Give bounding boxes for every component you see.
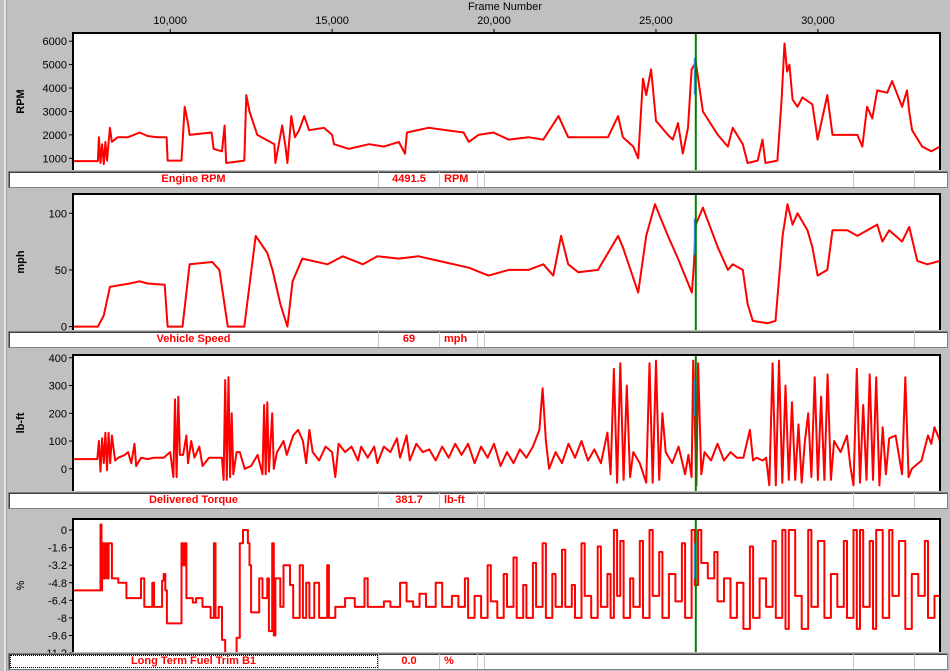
plot-border bbox=[72, 354, 941, 491]
legend-cell bbox=[915, 493, 947, 508]
legend-value: 0.0 bbox=[379, 654, 440, 669]
legend-cell bbox=[915, 332, 947, 347]
y-axis-label: lb-ft bbox=[15, 412, 27, 433]
legend-fuel-trim[interactable]: Long Term Fuel Trim B1 0.0 % bbox=[8, 653, 948, 670]
legend-unit: % bbox=[440, 654, 478, 669]
legend-cell bbox=[478, 493, 485, 508]
legend-unit: RPM bbox=[440, 172, 478, 187]
x-tick-label: 10,000 bbox=[153, 15, 187, 27]
legend-cell bbox=[854, 493, 915, 508]
y-tick-label: -8 bbox=[57, 613, 67, 625]
legend-cell bbox=[478, 654, 485, 669]
y-tick-label: 100 bbox=[49, 436, 67, 448]
legend-vehicle-speed[interactable]: Vehicle Speed 69 mph bbox=[8, 331, 948, 348]
legend-unit: lb-ft bbox=[440, 493, 478, 508]
y-tick-label: 2000 bbox=[43, 130, 67, 142]
y-tick-label: 200 bbox=[49, 408, 67, 420]
legend-value: 4491.5 bbox=[379, 172, 440, 187]
y-axis-label: % bbox=[15, 580, 27, 590]
legend-cell bbox=[478, 332, 485, 347]
legend-engine-rpm[interactable]: Engine RPM 4491.5 RPM bbox=[8, 171, 948, 188]
x-tick-label: 20,000 bbox=[477, 15, 511, 27]
y-tick-label: 6000 bbox=[43, 36, 67, 48]
y-tick-label: -9.6 bbox=[48, 631, 67, 643]
y-tick-label: 4000 bbox=[43, 83, 67, 95]
x-tick-label: 30,000 bbox=[801, 15, 835, 27]
legend-cell bbox=[485, 332, 854, 347]
plot-border bbox=[72, 32, 941, 170]
plot-background bbox=[73, 33, 940, 170]
legend-name: Long Term Fuel Trim B1 bbox=[9, 654, 379, 669]
y-tick-label: 1000 bbox=[43, 153, 67, 165]
legend-cell bbox=[915, 654, 947, 669]
y-tick-label: -6.4 bbox=[48, 595, 67, 607]
legend-cell bbox=[485, 172, 854, 187]
legend-name: Engine RPM bbox=[9, 172, 379, 187]
y-tick-label: -4.8 bbox=[48, 578, 67, 590]
y-tick-label: 300 bbox=[49, 381, 67, 393]
y-tick-label: -1.6 bbox=[48, 543, 67, 555]
y-tick-label: 5000 bbox=[43, 60, 67, 72]
legend-cell bbox=[854, 172, 915, 187]
series-line-3 bbox=[73, 523, 940, 652]
x-tick-label: 25,000 bbox=[639, 15, 673, 27]
plot-border bbox=[72, 518, 941, 652]
legend-cell bbox=[485, 654, 854, 669]
legend-value: 381.7 bbox=[379, 493, 440, 508]
plot-background bbox=[73, 355, 940, 491]
x-axis-title: Frame Number bbox=[468, 1, 542, 13]
legend-cell bbox=[915, 172, 947, 187]
y-tick-label: 50 bbox=[55, 265, 67, 277]
y-axis-label: mph bbox=[15, 250, 27, 274]
legend-cell bbox=[854, 332, 915, 347]
legend-unit: mph bbox=[440, 332, 478, 347]
legend-value: 69 bbox=[379, 332, 440, 347]
plot-border bbox=[72, 193, 941, 330]
y-tick-label: 0 bbox=[61, 464, 67, 476]
legend-cell bbox=[485, 493, 854, 508]
window-edge bbox=[4, 0, 7, 671]
y-tick-label: 3000 bbox=[43, 106, 67, 118]
series-line-2 bbox=[73, 359, 940, 487]
x-tick-label: 15,000 bbox=[315, 15, 349, 27]
legend-name: Vehicle Speed bbox=[9, 332, 379, 347]
legend-name: Delivered Torque bbox=[9, 493, 379, 508]
series-line-0 bbox=[73, 42, 940, 166]
y-tick-label: 0 bbox=[61, 322, 67, 334]
y-tick-label: 0 bbox=[61, 525, 67, 537]
y-tick-label: -3.2 bbox=[48, 560, 67, 572]
y-tick-label: 100 bbox=[49, 208, 67, 220]
legend-cell bbox=[854, 654, 915, 669]
legend-delivered-torque[interactable]: Delivered Torque 381.7 lb-ft bbox=[8, 492, 948, 509]
series-line-1 bbox=[73, 203, 940, 328]
y-tick-label: 400 bbox=[49, 353, 67, 365]
legend-cell bbox=[478, 172, 485, 187]
y-axis-label: RPM bbox=[15, 89, 27, 113]
